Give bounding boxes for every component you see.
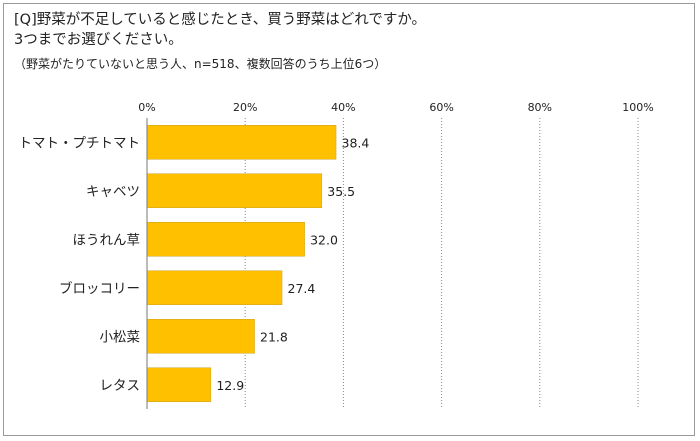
bar <box>147 270 283 305</box>
category-label: キャベツ <box>86 184 140 200</box>
data-label: 35.5 <box>327 184 355 199</box>
category-label: 小松菜 <box>100 329 141 345</box>
data-label: 32.0 <box>310 232 338 247</box>
x-tick-label: 0% <box>138 101 155 114</box>
category-label: トマト・プチトマト <box>19 135 141 151</box>
chart-frame <box>3 3 695 436</box>
bar <box>147 173 323 208</box>
bar <box>147 222 305 257</box>
bar <box>147 319 255 354</box>
x-tick-label: 40% <box>331 101 355 114</box>
category-label: ほうれん草 <box>73 232 141 248</box>
x-tick-label: 80% <box>528 101 552 114</box>
chart-title: [Q]野菜が不足していると感じたとき、買う野菜はどれですか。 3つまでお選びくだ… <box>14 10 426 50</box>
bar <box>147 367 212 402</box>
x-tick-label: 100% <box>622 101 653 114</box>
category-label: ブロッコリー <box>59 280 140 297</box>
data-label: 21.8 <box>260 329 288 344</box>
title-line-1: [Q]野菜が不足していると感じたとき、買う野菜はどれですか。 <box>14 12 427 28</box>
chart-subtitle: （野菜がたりていないと思う人、n=518、複数回答のうち上位6つ） <box>14 57 387 71</box>
bar <box>147 125 337 160</box>
data-label: 38.4 <box>342 135 370 150</box>
data-label: 12.9 <box>216 378 244 393</box>
x-tick-label: 60% <box>429 101 453 114</box>
data-label: 27.4 <box>288 281 316 296</box>
category-label: レタス <box>100 378 141 394</box>
x-tick-label: 20% <box>233 101 257 114</box>
title-line-2: 3つまでお選びください。 <box>14 32 183 48</box>
